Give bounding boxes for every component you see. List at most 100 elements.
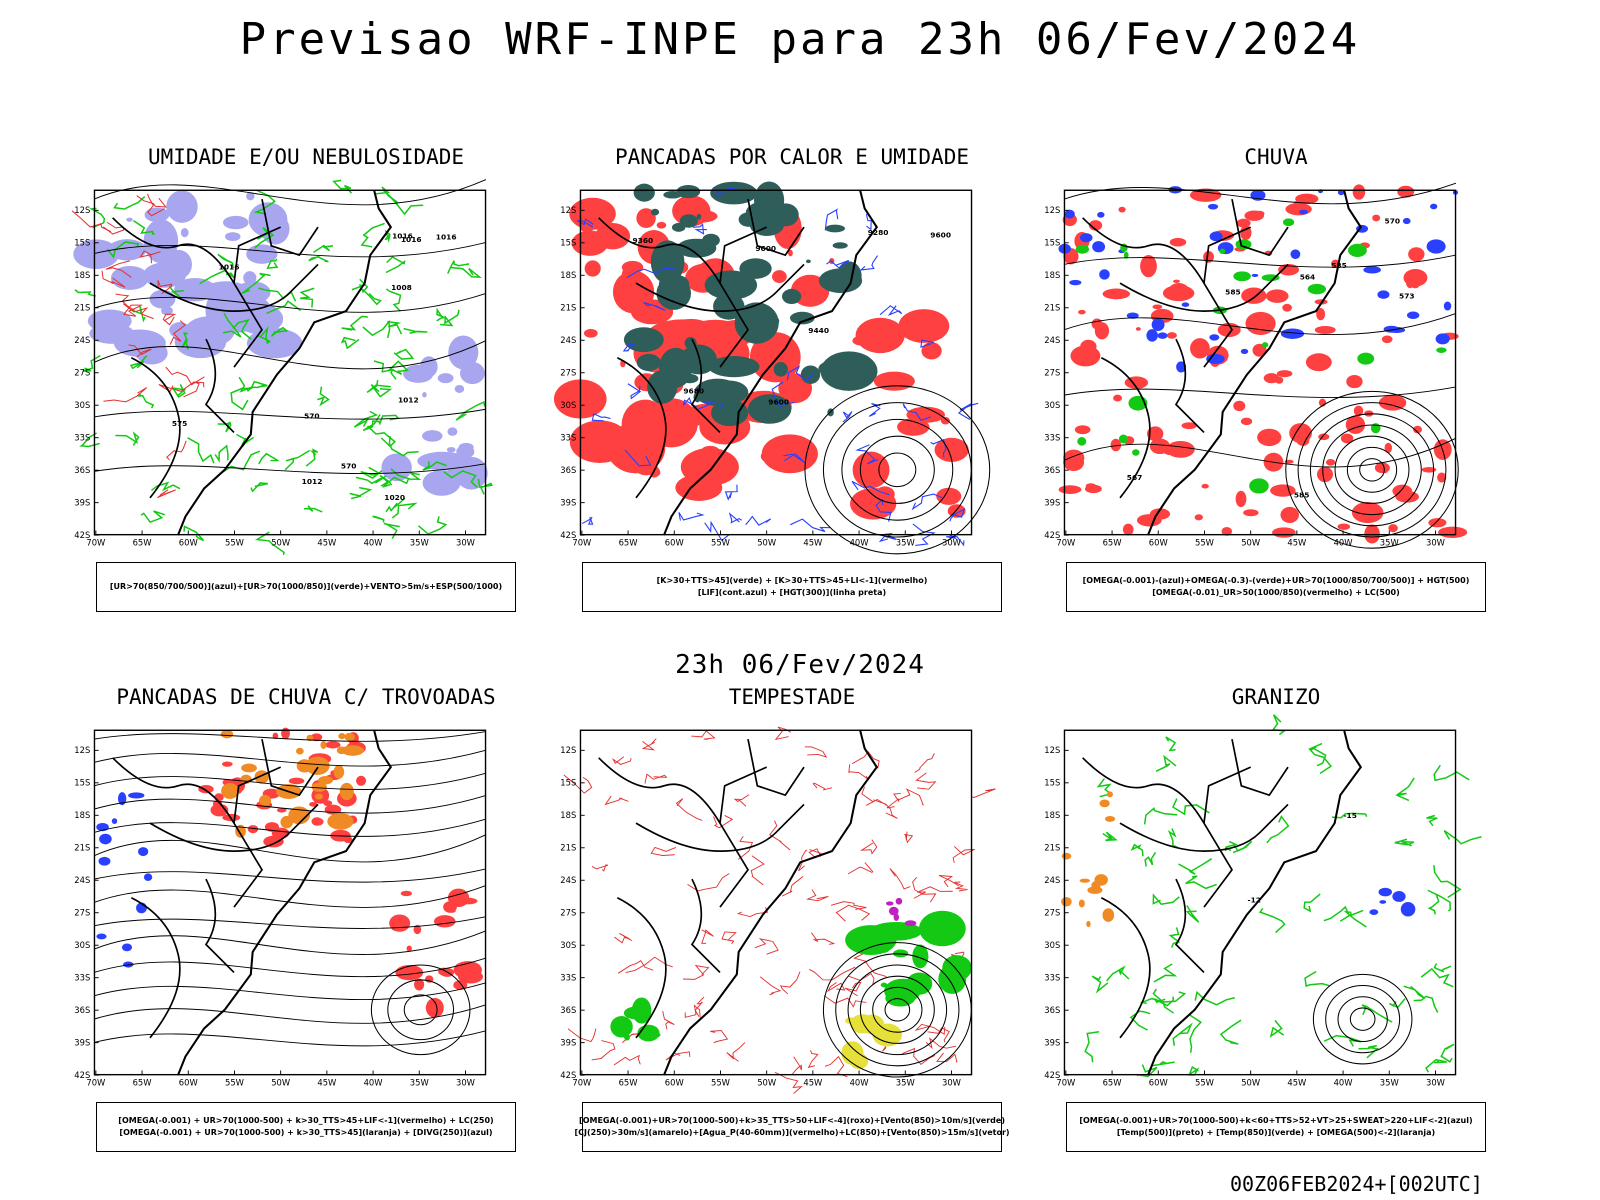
humidity-green-contour <box>373 360 397 380</box>
lon-tick-label: 40W <box>1334 537 1353 547</box>
lat-tick-label: 12S <box>560 205 576 215</box>
instability-teal-area <box>739 258 772 279</box>
pw-red-contour <box>701 929 714 944</box>
lon-tick-label: 70W <box>86 537 105 547</box>
thickness-red-contour <box>115 293 135 311</box>
thunder-red-area <box>433 915 456 928</box>
humidity-green-contour <box>305 448 318 467</box>
temp850-green-contour <box>1152 893 1180 906</box>
rain-red-area <box>1265 289 1289 303</box>
wind850-green-area <box>880 982 888 988</box>
lat-tick-label: 21S <box>560 843 576 853</box>
temp850-green-contour <box>1091 975 1109 994</box>
hgt500-contour <box>1309 413 1435 527</box>
humidity-green-contour <box>388 436 419 457</box>
humidity-green-contour <box>299 287 315 308</box>
humidity-green-contour <box>129 355 148 370</box>
contour-label: 9600 <box>768 398 789 407</box>
panel-legend: [K>30+TTS>45](verde) + [K>30+TTS>45+LI<-… <box>582 562 1002 612</box>
pw-red-contour <box>641 738 657 751</box>
humidity-green-contour <box>387 360 409 375</box>
rain-blue-area <box>1206 353 1225 364</box>
lon-tick-label: 70W <box>572 1077 591 1087</box>
border-line <box>1119 263 1289 312</box>
panel-legend: [OMEGA(-0.001)-(azul)+OMEGA(-0.3)-(verde… <box>1066 562 1486 612</box>
lif-blue-contour <box>842 411 853 423</box>
lif-blue-contour <box>912 523 936 546</box>
lon-tick-label: 35W <box>410 537 429 547</box>
border-line <box>1082 217 1234 368</box>
lat-tick-label: 39S <box>560 497 576 507</box>
temp850-green-contour <box>1188 1013 1202 1053</box>
thunder-orange-area <box>305 756 330 775</box>
lon-tick-label: 30W <box>942 1077 961 1087</box>
rain-green-area <box>1436 347 1447 353</box>
rain-blue-area <box>1430 203 1438 210</box>
rain-blue-area <box>1435 333 1450 345</box>
instability-teal-area <box>789 311 815 325</box>
temp850-green-contour <box>1130 843 1144 857</box>
temp850-green-contour <box>1271 714 1287 736</box>
temp850-green-contour <box>1143 807 1178 825</box>
rain-blue-area <box>1298 209 1309 215</box>
contour-label: 9440 <box>808 326 829 335</box>
contour-label: 1012 <box>302 477 323 486</box>
lat-tick-label: 36S <box>74 465 90 475</box>
rain-green-area <box>1249 478 1269 494</box>
rain-red-area <box>1372 214 1381 222</box>
humidity-green-contour <box>313 244 334 254</box>
lat-tick-label: 39S <box>1044 497 1060 507</box>
lif-blue-contour <box>745 515 772 526</box>
lif-blue-contour <box>783 453 805 464</box>
rain-red-area <box>1276 370 1293 378</box>
lif-blue-contour <box>859 255 879 271</box>
pw-red-contour <box>823 995 867 1008</box>
border-line <box>130 897 181 1039</box>
rain-red-area <box>1272 527 1296 538</box>
humidity-green-contour <box>250 482 268 493</box>
temp850-green-contour <box>1310 746 1327 767</box>
humidity-green-contour <box>450 266 482 279</box>
instability-teal-area <box>650 240 685 284</box>
rain-red-area <box>1295 193 1319 205</box>
instability-teal-area <box>636 353 661 371</box>
lat-tick-label: 42S <box>74 530 90 540</box>
legend-line: [OMEGA(-0.001)+UR>70(1000-500)+k>35_TTS>… <box>579 1116 1005 1125</box>
lat-tick-label: 27S <box>560 368 576 378</box>
thunder-orange-area <box>341 745 364 756</box>
panel-pancadas-calor: PANCADAS POR CALOR E UMIDADE 9680 9600 960… <box>552 145 1032 615</box>
omega-orange-area <box>1102 908 1115 922</box>
instability-teal-area <box>647 370 678 404</box>
lon-tick-label: 60W <box>665 537 684 547</box>
rain-green-area <box>1118 434 1128 444</box>
hail-blue-area <box>1392 891 1406 902</box>
thunder-red-area <box>310 733 323 742</box>
humidity-green-contour <box>133 219 155 235</box>
hgt500-contour <box>1285 390 1459 549</box>
panel-tempestade: TEMPESTADE 12S 15S 18S 21S 24S 27S 30S 33S 36S 39… <box>552 685 1032 1155</box>
rain-red-area <box>1296 435 1310 446</box>
rain-red-area <box>1351 502 1384 524</box>
border-line <box>1231 198 1289 257</box>
rain-green-area <box>1233 271 1251 282</box>
rain-red-area <box>1405 275 1415 289</box>
instability-teal-area <box>773 361 788 377</box>
storm-purple-area <box>904 920 917 927</box>
contour-label: 573 <box>1399 291 1415 300</box>
lon-tick-label: 50W <box>1241 537 1260 547</box>
coastline <box>177 189 393 536</box>
temp850-green-contour <box>1162 991 1187 1014</box>
rain-red-area <box>1201 483 1209 489</box>
thunder-red-area <box>395 964 424 981</box>
temp850-green-contour <box>1433 963 1452 973</box>
lat-tick-label: 27S <box>74 368 90 378</box>
humidity-blue-area <box>180 227 189 238</box>
instability-teal-area <box>738 212 759 227</box>
lon-tick-label: 45W <box>803 1077 822 1087</box>
rain-red-area <box>1257 428 1282 447</box>
rain-red-area <box>1305 353 1332 372</box>
panel-title: PANCADAS POR CALOR E UMIDADE <box>614 145 969 169</box>
